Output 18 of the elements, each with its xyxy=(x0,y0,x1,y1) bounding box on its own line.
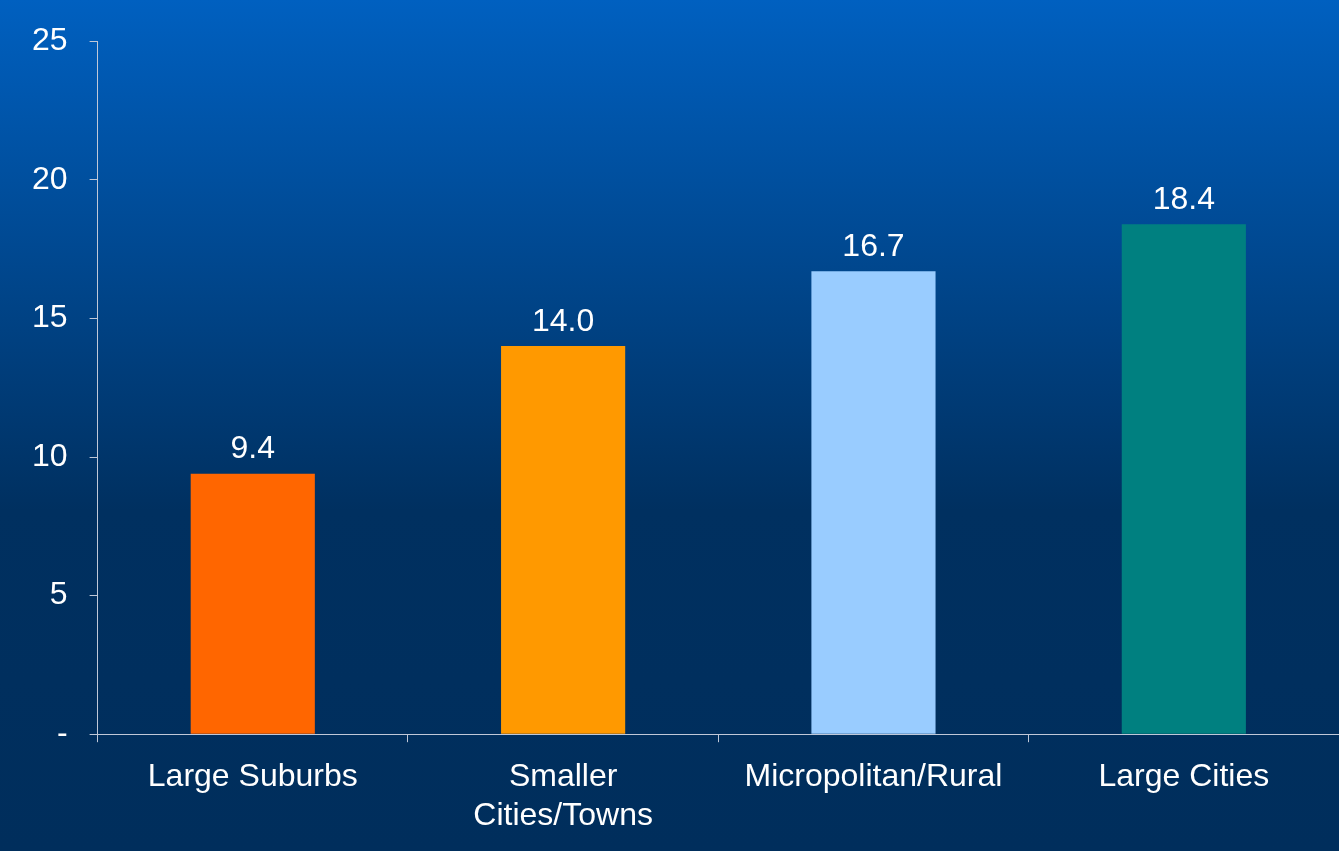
y-tick-label: 5 xyxy=(49,575,68,612)
y-tick-label: 15 xyxy=(32,298,68,335)
data-label: 14.0 xyxy=(531,301,595,338)
data-label: 9.4 xyxy=(230,429,276,466)
x-tick-label: Smaller Cities/Towns xyxy=(473,757,653,832)
y-tick-label: 10 xyxy=(32,436,68,473)
bar xyxy=(1121,224,1246,734)
x-tick-label: Large Cities xyxy=(1098,757,1270,794)
data-label: 18.4 xyxy=(1152,179,1215,216)
bar xyxy=(811,271,936,734)
bar xyxy=(501,346,626,734)
data-label: 16.7 xyxy=(842,227,905,264)
x-tick-label: Large Suburbs xyxy=(147,757,358,794)
y-tick-label: 20 xyxy=(32,159,68,196)
y-tick-label: 25 xyxy=(32,21,68,58)
bar xyxy=(190,473,315,734)
y-tick-label: - xyxy=(56,714,68,751)
x-tick-label: Micropolitan/Rural xyxy=(744,757,1003,794)
